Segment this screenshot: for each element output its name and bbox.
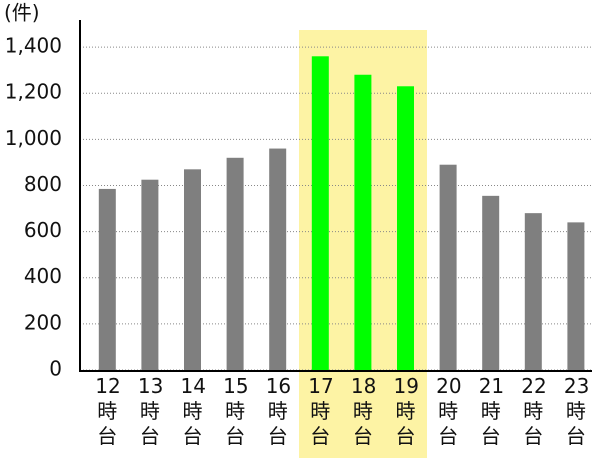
- y-tick-label: 1,000: [5, 126, 62, 150]
- x-tick-label: 18時台: [350, 374, 377, 448]
- bar: [226, 157, 244, 370]
- y-tick-label: 1,200: [5, 80, 62, 104]
- bar: [311, 56, 329, 370]
- x-tick-label: 12時台: [95, 374, 121, 448]
- y-tick-label: 1,400: [5, 34, 62, 58]
- bar: [269, 148, 287, 370]
- y-tick-label: 600: [24, 218, 62, 242]
- bar: [567, 222, 585, 370]
- x-tick-label: 23時台: [563, 374, 590, 448]
- x-tick-label: 22時台: [521, 374, 547, 448]
- y-tick-label: 0: [49, 357, 62, 381]
- bar: [482, 195, 500, 370]
- x-tick-label: 16時台: [265, 374, 292, 448]
- bar: [397, 86, 414, 370]
- bars: [98, 56, 585, 370]
- x-tick-label: 21時台: [478, 374, 505, 448]
- y-tick-label: 200: [24, 310, 62, 334]
- y-tick-label: 800: [24, 172, 62, 196]
- bar: [98, 188, 116, 370]
- unit-label: (件): [4, 1, 40, 25]
- x-tick-label: 19時台: [393, 374, 419, 448]
- x-tick-label: 13時台: [137, 374, 164, 448]
- x-tick-label: 15時台: [223, 374, 249, 448]
- bar: [354, 74, 372, 370]
- bar: [524, 213, 542, 370]
- y-tick-label: 400: [24, 264, 62, 288]
- x-tick-label: 20時台: [436, 374, 462, 448]
- bar: [141, 179, 159, 370]
- bar: [439, 164, 457, 370]
- x-tick-label: 14時台: [180, 374, 206, 448]
- bar: [184, 169, 201, 370]
- x-tick-label: 17時台: [308, 374, 334, 448]
